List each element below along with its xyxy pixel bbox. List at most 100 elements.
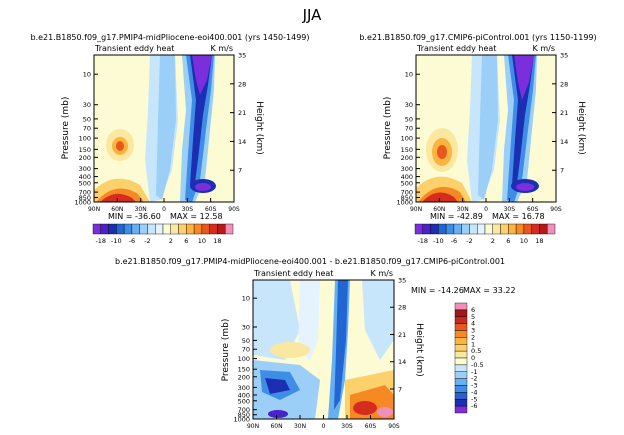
y-tick-label: 30 [242,324,250,332]
colorbar-swatch [454,344,468,352]
colorbar-label: -18 [417,237,428,245]
colorbar-swatch [454,316,468,324]
x-tick-label: 90N [247,423,259,430]
x-tick-label: 60N [111,206,123,213]
y-axis-label-right: Height (km) [254,101,264,155]
colorbar-swatch [515,223,525,235]
colorbar-swatch [454,302,468,311]
colorbar-swatch [454,364,468,372]
x-tick-label: 30N [457,206,469,213]
colorbar-label: 4 [471,320,475,328]
y-tick-label: 700 [401,189,413,197]
colorbar-swatch [547,223,556,235]
colorbar-swatch [508,223,517,235]
panel-subtitle-right: K m/s [211,44,233,53]
colorbar-label: 3 [471,327,475,335]
colorbar-swatch [531,223,540,235]
y-right-tick-label: 14 [398,358,406,366]
colorbar-swatch [454,323,468,331]
y-right-tick-label: 21 [560,109,568,117]
y-tick-label: 850 [79,194,91,202]
colorbar-swatch [201,223,210,235]
colorbar-label: -2 [466,237,472,245]
colorbar-label: -1 [471,368,477,376]
y-tick-label: 10 [405,71,413,79]
colorbar-label: -6 [471,402,477,410]
colorbar-label: -10 [433,237,444,245]
colorbar-label: -10 [111,237,122,245]
colorbar-swatch [454,350,468,359]
y-tick-label: 850 [401,194,413,202]
colorbar-label: 0.5 [471,347,481,355]
colorbar-swatch [186,223,195,235]
y-tick-label: 300 [401,165,413,173]
y-tick-label: 70 [83,125,91,133]
y-tick-label: 50 [242,337,250,345]
y-tick-label: 150 [401,146,413,154]
y-right-tick-label: 35 [238,52,246,60]
colorbar-label: -2 [144,237,150,245]
colorbar-label: 5 [471,313,475,321]
colorbar-label: 6 [506,237,510,245]
panel-difference: b.e21.B1850.f09_g17.PMIP4-midPliocene-eo… [115,257,516,420]
y-tick-label: 30 [405,101,413,109]
colorbar-swatch [469,223,478,235]
colorbar-swatch [500,223,509,235]
colorbar-label: -3 [471,382,477,390]
colorbar-swatch [178,223,187,235]
y-tick-label: 70 [242,346,250,354]
colorbar-label: 0 [471,354,475,362]
y-tick-label: 30 [83,101,91,109]
colorbar-swatch [139,223,148,235]
colorbar-swatch [454,378,468,386]
y-tick-label: 50 [83,115,91,123]
max-label: MAX = 33.22 [463,286,516,295]
colorbar-label: 10 [198,237,206,245]
y-tick-label: 500 [238,397,250,405]
panel-subtitle-right: K m/s [371,269,393,278]
colorbar-label: -6 [129,237,135,245]
y-axis-label: Pressure (mb) [61,97,71,160]
colorbar-label: -6 [451,237,457,245]
colorbar-label: -4 [471,388,477,396]
x-tick-label: 60S [205,206,217,213]
colorbar-swatch [477,223,486,235]
colorbar-swatch [414,223,423,235]
colorbar-label: 10 [520,237,528,245]
min-label: MIN = -36.60 [108,212,161,221]
y-right-tick-label: 35 [560,52,568,60]
contour-field [415,54,557,203]
colorbar-swatch [92,223,101,235]
x-tick-label: 90N [410,206,422,213]
colorbar-label: 18 [213,237,221,245]
colorbar-swatch [454,392,468,400]
y-right-tick-label: 21 [238,109,246,117]
colorbar-swatch [539,223,548,235]
colorbar-swatch [123,223,133,235]
colorbar-swatch [454,399,468,407]
max-label: MAX = 16.78 [492,212,545,221]
colorbar-swatch [453,223,462,235]
colorbar-swatch [193,223,203,235]
y-tick-label: 100 [238,355,250,363]
colorbar-swatch [162,223,171,235]
x-tick-label: 0 [162,206,166,213]
y-tick-label: 70 [405,125,413,133]
min-label: MIN = -42.89 [430,212,483,221]
panel-picontrol: b.e21.B1850.f09_g17.CMIP6-piControl.001 … [359,33,596,221]
colorbar-label: 6 [471,306,475,314]
colorbar-swatch [454,405,468,414]
y-right-tick-label: 35 [398,277,406,285]
colorbar-swatch [454,371,468,379]
contour-field [252,279,395,420]
y-tick-label: 100 [401,135,413,143]
colorbar-label: 1 [471,340,475,348]
colorbar-swatch [422,223,431,235]
y-axis-label: Pressure (mb) [383,97,393,160]
colorbar-label: -0.5 [471,361,484,369]
y-right-tick-label: 14 [560,138,568,146]
y-tick-label: 150 [79,146,91,154]
panel-title: b.e21.B1850.f09_g17.PMIP4-midPliocene-eo… [115,257,505,266]
colorbar-label: -2 [471,375,477,383]
